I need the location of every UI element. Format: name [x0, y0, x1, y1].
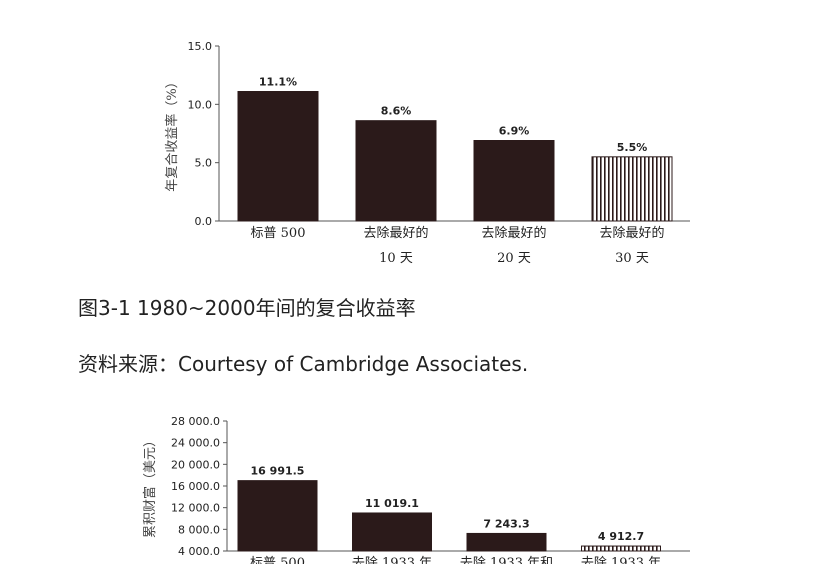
x-category-label: 20 天: [497, 251, 531, 266]
data-label: 16 991.5: [251, 465, 305, 478]
y-axis-title: 年复合收益率（%）: [164, 75, 180, 191]
y-tick-label: 15.0: [188, 40, 213, 53]
x-category-label: 去除 1933 年: [581, 556, 661, 564]
y-tick-label: 0.0: [195, 215, 213, 228]
x-category-label: 10 天: [379, 251, 413, 266]
bar: [591, 156, 673, 222]
y-tick-label: 12 000.0: [171, 502, 220, 515]
y-tick-label: 24 000.0: [171, 437, 220, 450]
data-label: 11.1%: [259, 76, 297, 89]
bar: [352, 512, 432, 552]
x-category-label: 去除最好的: [599, 225, 664, 241]
x-category-label: 去除最好的: [363, 225, 428, 241]
compound-return-chart: 0.0 5.0 10.0 15.0 年复合收益率（%） 11.1% 标普 500 8.6% 去除…: [164, 40, 690, 266]
x-category-label: 去除最好的: [481, 225, 546, 241]
x-category-label: 标普 500: [250, 556, 305, 564]
figure-caption: 图3-1 1980~2000年间的复合收益率: [78, 296, 416, 320]
source-note: 资料来源：Courtesy of Cambridge Associates.: [78, 352, 529, 376]
data-label: 4 912.7: [598, 530, 644, 543]
y-tick-label: 8 000.0: [178, 523, 220, 536]
data-label: 8.6%: [381, 105, 412, 118]
y-tick-label: 20 000.0: [171, 458, 220, 471]
y-tick-label: 28 000.0: [171, 415, 220, 428]
bar: [581, 545, 661, 552]
data-label: 11 019.1: [365, 497, 419, 510]
bar: [466, 532, 547, 552]
bar: [237, 480, 318, 552]
x-category-label: 30 天: [615, 251, 649, 266]
data-label: 5.5%: [617, 141, 648, 154]
bar: [355, 120, 437, 222]
y-tick-label: 10.0: [188, 98, 213, 111]
y-tick-label: 16 000.0: [171, 480, 220, 493]
bar: [237, 91, 319, 222]
bar: [473, 140, 555, 222]
data-label: 7 243.3: [483, 517, 529, 530]
x-category-label: 去除 1933 年: [352, 556, 432, 564]
x-category-label: 去除 1933 年和: [460, 556, 553, 564]
y-axis-title: 累积财富（美元）: [142, 434, 158, 538]
cumulative-wealth-chart: 4 000.0 8 000.0 12 000.0 16 000.0 20 000.0 24…: [142, 415, 690, 564]
x-category-label: 标普 500: [251, 226, 306, 241]
data-label: 6.9%: [499, 125, 530, 138]
y-tick-label: 5.0: [195, 157, 213, 170]
y-tick-label: 4 000.0: [178, 545, 220, 558]
